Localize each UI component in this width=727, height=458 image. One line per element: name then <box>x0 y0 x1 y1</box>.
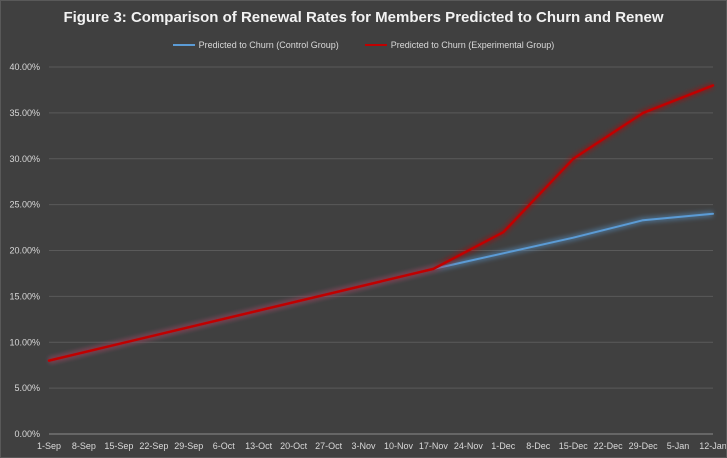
x-tick-label: 3-Nov <box>352 441 377 451</box>
x-tick-label: 20-Oct <box>280 441 308 451</box>
x-axis-ticks: 1-Sep 8-Sep 15-Sep 22-Sep 29-Sep 6-Oct 13-Oct 2… <box>37 441 726 451</box>
legend-item-experimental: Predicted to Churn (Experimental Group) <box>364 40 555 50</box>
y-tick-label: 15.00% <box>9 291 40 301</box>
x-tick-label: 13-Oct <box>245 441 273 451</box>
x-tick-label: 29-Dec <box>629 441 659 451</box>
x-tick-label: 15-Sep <box>104 441 133 451</box>
x-tick-label: 29-Sep <box>174 441 203 451</box>
chart-title: Figure 3: Comparison of Renewal Rates fo… <box>63 9 664 26</box>
x-tick-label: 27-Oct <box>315 441 343 451</box>
legend-item-control: Predicted to Churn (Control Group) <box>172 40 339 50</box>
x-tick-label: 24-Nov <box>454 441 484 451</box>
y-tick-label: 35.00% <box>9 108 40 118</box>
y-tick-label: 25.00% <box>9 200 40 210</box>
gridlines <box>49 66 713 435</box>
y-tick-label: 5.00% <box>14 383 40 393</box>
y-axis-ticks: 0.00% 5.00% 10.00% 15.00% 20.00% 25.00% 30.00%… <box>9 62 40 439</box>
x-tick-label: 10-Nov <box>384 441 414 451</box>
y-tick-label: 10.00% <box>9 337 40 347</box>
y-tick-label: 30.00% <box>9 154 40 164</box>
y-tick-label: 20.00% <box>9 246 40 256</box>
x-tick-label: 8-Dec <box>526 441 551 451</box>
x-tick-label: 6-Oct <box>213 441 236 451</box>
y-tick-label: 40.00% <box>9 62 40 72</box>
legend-swatch-experimental <box>364 44 387 46</box>
x-tick-label: 15-Dec <box>559 441 589 451</box>
series-lines <box>47 82 715 364</box>
x-tick-label: 8-Sep <box>72 441 96 451</box>
x-tick-label: 22-Dec <box>594 441 624 451</box>
x-tick-label: 12-Jan <box>699 441 726 451</box>
x-tick-label: 1-Sep <box>37 441 61 451</box>
x-tick-label: 1-Dec <box>491 441 516 451</box>
x-tick-label: 17-Nov <box>419 441 449 451</box>
y-tick-label: 0.00% <box>14 429 40 439</box>
legend-label-experimental: Predicted to Churn (Experimental Group) <box>390 40 555 50</box>
series-line-experimental <box>47 84 715 362</box>
series-line-experimental-glow <box>48 82 715 364</box>
x-tick-label: 22-Sep <box>139 441 168 451</box>
legend-swatch-control <box>172 44 195 46</box>
x-tick-label: 5-Jan <box>667 441 690 451</box>
legend-label-control: Predicted to Churn (Control Group) <box>198 40 339 50</box>
legend: Predicted to Churn (Control Group) Predi… <box>1 40 726 50</box>
